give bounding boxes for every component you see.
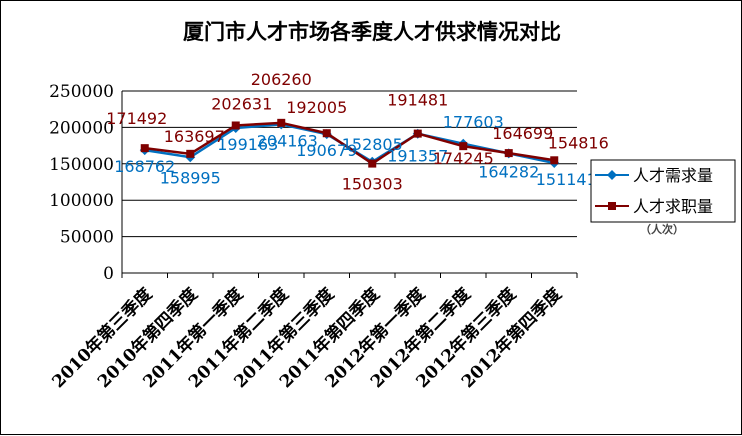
- data-label-demand: 158995: [160, 168, 221, 187]
- data-label-supply: 191481: [387, 91, 448, 110]
- data-point-supply: [186, 149, 195, 158]
- data-point-supply: [277, 118, 286, 127]
- data-label-demand: 191357: [387, 147, 448, 166]
- data-label-demand: 177603: [443, 113, 504, 132]
- data-label-supply: 192005: [286, 98, 347, 117]
- data-label-demand: 164282: [478, 162, 539, 181]
- data-label-supply: 206260: [251, 70, 312, 89]
- series-line-supply: [144, 121, 555, 166]
- data-point-supply: [550, 156, 559, 165]
- y-tick-label: 0: [103, 264, 114, 284]
- data-label-supply: 171492: [106, 109, 167, 128]
- legend-marker-demand: [607, 170, 617, 180]
- data-point-supply: [459, 142, 468, 151]
- data-label-supply: 174245: [433, 149, 494, 168]
- data-point-supply: [322, 129, 331, 138]
- legend-box: [590, 159, 736, 223]
- plot-area: 2500002000001500001000005000002010年第三季度2…: [48, 70, 609, 392]
- data-point-supply: [140, 144, 149, 153]
- data-point-supply: [231, 121, 240, 130]
- y-tick-label: 200000: [49, 118, 114, 138]
- data-label-supply: 154816: [548, 133, 609, 152]
- data-point-supply: [368, 159, 377, 168]
- data-point-supply: [504, 149, 513, 158]
- data-label-demand: 168762: [114, 157, 175, 176]
- legend-marker-supply: [608, 202, 616, 210]
- data-label-demand: 151141: [536, 170, 597, 189]
- data-label-demand: 204163: [257, 131, 318, 150]
- data-label-supply: 150303: [342, 175, 403, 194]
- y-tick-label: 100000: [49, 191, 114, 211]
- data-point-supply: [413, 129, 422, 138]
- legend-label-supply: 人才求职量: [633, 197, 713, 216]
- data-label-supply: 163697: [164, 127, 225, 146]
- unit-note: （人次）: [640, 222, 684, 236]
- data-label-supply: 164699: [492, 124, 553, 143]
- y-tick-label: 250000: [49, 82, 114, 102]
- data-label-demand: 199163: [217, 135, 278, 154]
- data-label-supply: 202631: [211, 94, 272, 113]
- data-label-demand: 190679: [296, 141, 357, 160]
- legend-label-demand: 人才需求量: [633, 166, 713, 185]
- y-tick-label: 50000: [60, 228, 114, 248]
- y-tick-label: 150000: [49, 155, 114, 175]
- chart-title: 厦门市人才市场各季度人才供求情况对比: [183, 19, 561, 44]
- data-label-demand: 152805: [342, 135, 403, 154]
- legend: 人才需求量 人才求职量: [590, 159, 736, 223]
